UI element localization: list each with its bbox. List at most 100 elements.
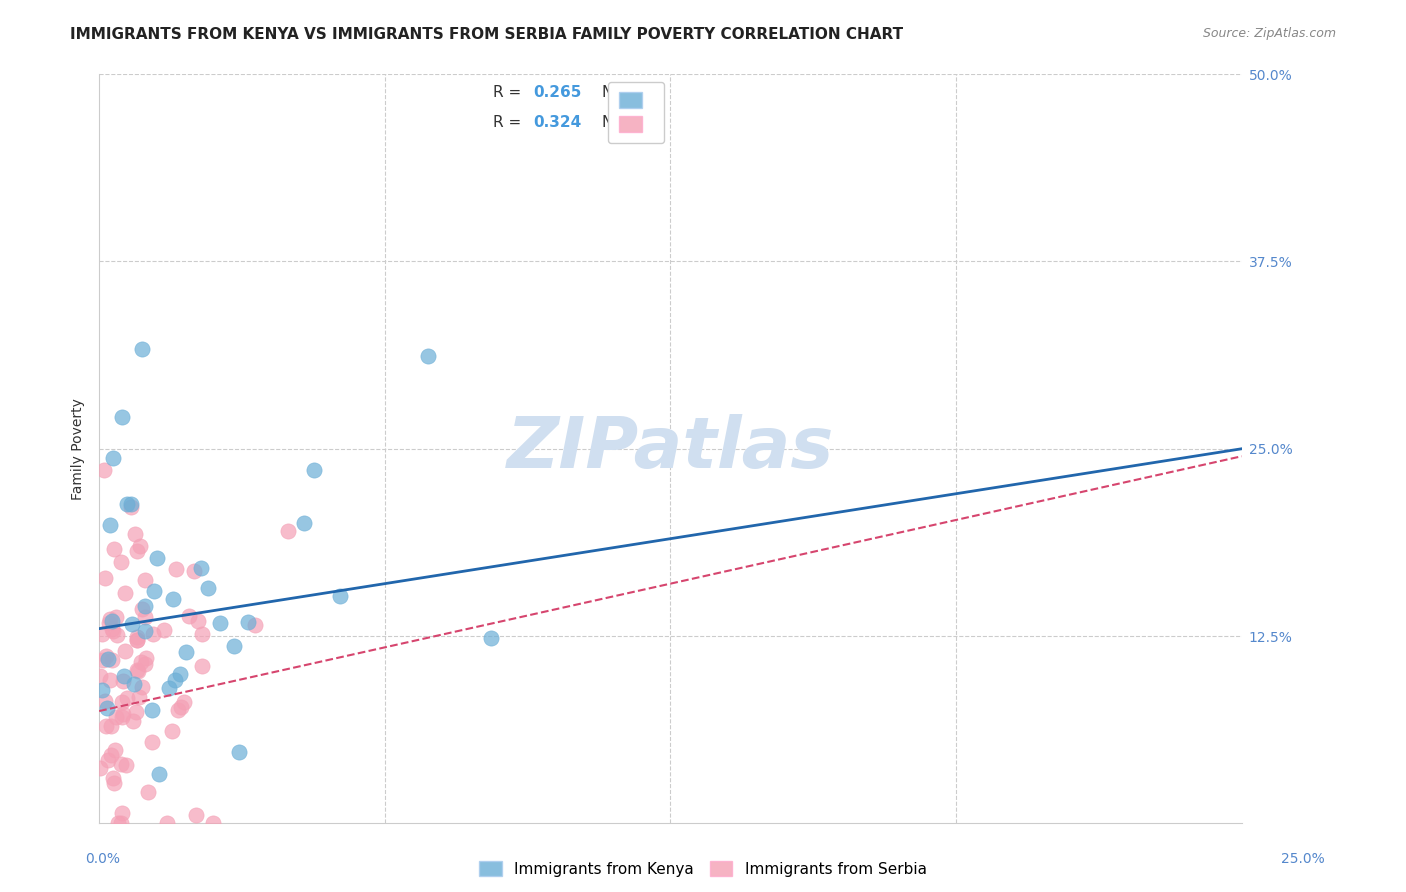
Immigrants from Kenya (117, 497, 139, 511)
Immigrants from Serbia (105, 628, 128, 642)
Immigrants from Serbia (94, 694, 117, 708)
Immigrants from Kenya (121, 617, 143, 632)
Immigrants from Kenya (142, 583, 165, 598)
Immigrants from Kenya (148, 767, 170, 781)
Immigrants from Serbia (152, 623, 174, 637)
Immigrants from Kenya (131, 342, 153, 356)
Immigrants from Serbia (125, 632, 148, 647)
Immigrants from Serbia (101, 622, 124, 636)
Legend: , : , (607, 82, 665, 143)
Immigrants from Kenya (91, 683, 114, 698)
Immigrants from Serbia (94, 571, 117, 585)
Immigrants from Serbia (245, 618, 267, 632)
Immigrants from Serbia (141, 735, 163, 749)
Immigrants from Kenya (292, 516, 315, 530)
Immigrants from Serbia (167, 703, 190, 717)
Immigrants from Serbia (103, 776, 125, 790)
Immigrants from Serbia (191, 627, 214, 641)
Immigrants from Serbia (131, 680, 153, 694)
Immigrants from Serbia (103, 541, 125, 556)
Immigrants from Serbia (103, 624, 125, 638)
Immigrants from Serbia (103, 771, 125, 785)
Legend: Immigrants from Kenya, Immigrants from Serbia: Immigrants from Kenya, Immigrants from S… (471, 853, 935, 884)
Immigrants from Kenya (163, 673, 186, 688)
Immigrants from Serbia (134, 573, 156, 587)
Immigrants from Serbia (173, 695, 195, 709)
Text: Source: ZipAtlas.com: Source: ZipAtlas.com (1202, 27, 1336, 40)
Immigrants from Serbia (156, 816, 179, 830)
Immigrants from Kenya (169, 667, 191, 681)
Immigrants from Serbia (124, 527, 146, 541)
Y-axis label: Family Poverty: Family Poverty (72, 398, 86, 500)
Immigrants from Serbia (112, 706, 135, 721)
Immigrants from Serbia (160, 724, 183, 739)
Immigrants from Serbia (104, 710, 127, 724)
Immigrants from Serbia (127, 543, 149, 558)
Immigrants from Serbia (191, 659, 214, 673)
Immigrants from Serbia (277, 524, 299, 538)
Immigrants from Serbia (129, 655, 152, 669)
Immigrants from Serbia (100, 653, 122, 667)
Immigrants from Serbia (177, 609, 200, 624)
Immigrants from Serbia (142, 627, 165, 641)
Immigrants from Serbia (136, 785, 159, 799)
Immigrants from Serbia (127, 633, 149, 648)
Text: 0.0%: 0.0% (86, 852, 120, 866)
Immigrants from Kenya (96, 701, 118, 715)
Immigrants from Serbia (110, 556, 132, 570)
Text: 76: 76 (643, 115, 665, 130)
Immigrants from Serbia (111, 710, 134, 724)
Immigrants from Kenya (114, 668, 136, 682)
Immigrants from Kenya (122, 677, 145, 691)
Immigrants from Serbia (165, 562, 187, 576)
Text: 25.0%: 25.0% (1281, 852, 1326, 866)
Text: R =: R = (494, 115, 526, 130)
Immigrants from Serbia (129, 539, 152, 553)
Immigrants from Serbia (127, 664, 149, 678)
Text: N =: N = (602, 86, 636, 100)
Immigrants from Serbia (122, 714, 145, 728)
Immigrants from Serbia (131, 602, 153, 616)
Immigrants from Serbia (100, 747, 122, 762)
Immigrants from Serbia (96, 648, 118, 663)
Immigrants from Serbia (135, 650, 157, 665)
Immigrants from Serbia (100, 673, 122, 687)
Immigrants from Serbia (111, 695, 134, 709)
Immigrants from Serbia (89, 761, 111, 775)
Immigrants from Kenya (134, 599, 156, 614)
Immigrants from Serbia (104, 742, 127, 756)
Immigrants from Serbia (94, 718, 117, 732)
Immigrants from Serbia (115, 690, 138, 705)
Immigrants from Kenya (98, 518, 121, 533)
Immigrants from Kenya (416, 350, 439, 364)
Immigrants from Serbia (125, 663, 148, 677)
Immigrants from Serbia (114, 643, 136, 657)
Immigrants from Serbia (111, 673, 134, 688)
Immigrants from Serbia (114, 586, 136, 600)
Immigrants from Serbia (202, 816, 225, 830)
Immigrants from Serbia (90, 627, 112, 641)
Immigrants from Kenya (146, 550, 169, 565)
Immigrants from Serbia (183, 565, 205, 579)
Immigrants from Serbia (114, 757, 136, 772)
Immigrants from Kenya (236, 615, 259, 630)
Immigrants from Kenya (329, 589, 352, 603)
Text: R =: R = (494, 86, 526, 100)
Immigrants from Serbia (89, 668, 111, 682)
Immigrants from Kenya (101, 614, 124, 628)
Text: 0.265: 0.265 (533, 86, 582, 100)
Immigrants from Serbia (107, 816, 129, 830)
Immigrants from Serbia (110, 816, 132, 830)
Immigrants from Kenya (134, 624, 156, 638)
Text: IMMIGRANTS FROM KENYA VS IMMIGRANTS FROM SERBIA FAMILY POVERTY CORRELATION CHART: IMMIGRANTS FROM KENYA VS IMMIGRANTS FROM… (70, 27, 904, 42)
Immigrants from Kenya (141, 703, 163, 717)
Immigrants from Serbia (128, 690, 150, 704)
Text: ZIPatlas: ZIPatlas (506, 414, 834, 483)
Immigrants from Kenya (103, 451, 125, 466)
Immigrants from Kenya (157, 681, 180, 695)
Immigrants from Serbia (187, 614, 209, 628)
Immigrants from Serbia (111, 805, 134, 820)
Immigrants from Serbia (98, 612, 121, 626)
Text: 0.324: 0.324 (533, 115, 582, 130)
Immigrants from Kenya (224, 640, 246, 654)
